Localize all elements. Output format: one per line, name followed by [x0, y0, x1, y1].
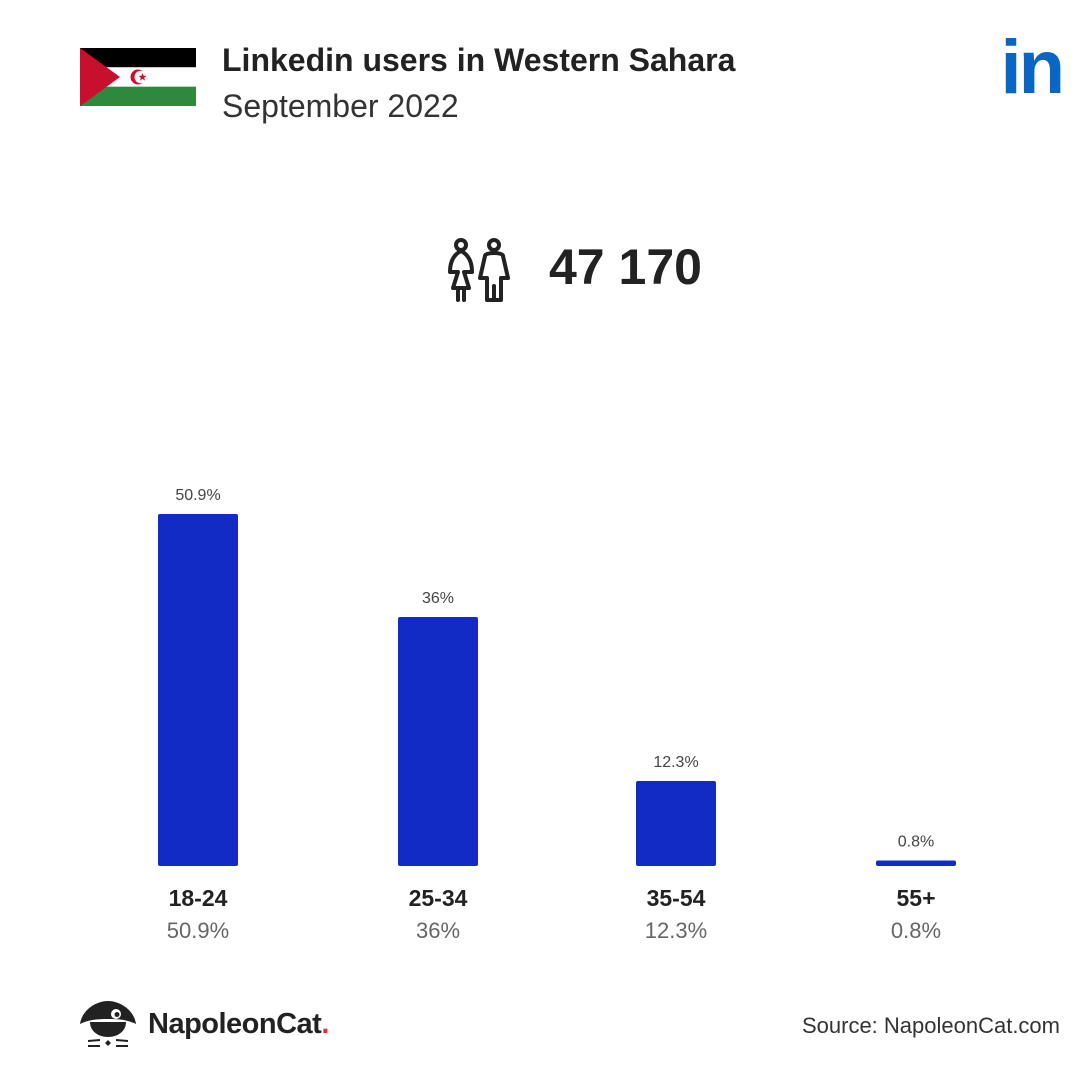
bar-value-label: 36%: [422, 590, 454, 607]
napoleoncat-logo-icon: [80, 1001, 136, 1047]
napoleoncat-brand-dot: .: [321, 1008, 329, 1040]
napoleoncat-brand-name: NapoleonCat: [148, 1008, 322, 1040]
category-value-label: 12.3%: [645, 918, 707, 943]
category-value-label: 50.9%: [167, 918, 229, 943]
category-label: 25-34: [409, 885, 468, 911]
linkedin-logo-icon: in: [1000, 30, 1065, 106]
total-users-value: 47 170: [549, 239, 702, 295]
bar-value-label: 50.9%: [175, 487, 220, 504]
category-label: 35-54: [647, 885, 706, 911]
category-value-label: 0.8%: [891, 918, 941, 943]
bar-value-label: 12.3%: [653, 754, 698, 771]
users-icon: [448, 238, 510, 302]
bar-18-24: [158, 514, 238, 866]
chart-subtitle: September 2022: [222, 88, 459, 124]
western-sahara-flag: [80, 48, 196, 106]
category-label: 55+: [896, 885, 935, 911]
category-label: 18-24: [169, 885, 228, 911]
bar-55+: [876, 860, 956, 866]
bar-value-label: 0.8%: [898, 833, 934, 850]
napoleoncat-brand: NapoleonCat.: [148, 1008, 329, 1041]
linkedin-logo-text: in: [1000, 25, 1065, 110]
source-credit: Source: NapoleonCat.com: [801, 1013, 1060, 1038]
chart-title: Linkedin users in Western Sahara: [222, 42, 736, 78]
bar-35-54: [636, 780, 716, 866]
bar-25-34: [398, 617, 478, 866]
category-value-label: 36%: [416, 918, 460, 943]
